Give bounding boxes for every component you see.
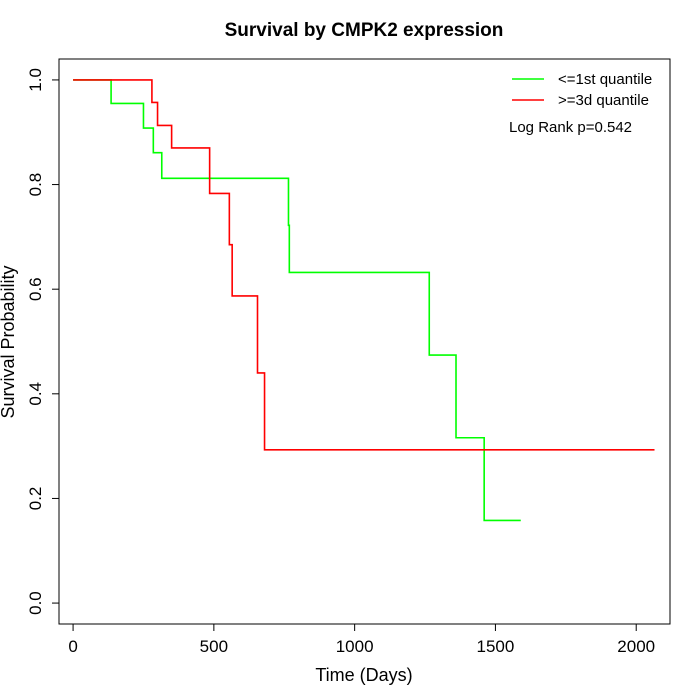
y-tick-label: 0.6 (26, 277, 45, 301)
series-line-1 (73, 79, 655, 451)
y-tick-label: 0.2 (26, 487, 45, 511)
y-tick-label: 0.0 (26, 591, 45, 615)
y-tick-label: 0.8 (26, 173, 45, 197)
series-layer (73, 79, 655, 522)
legend-label-series-0: <=1st quantile (558, 71, 652, 88)
y-axis: 0.0 0.2 0.4 0.6 0.8 1.0 (26, 68, 59, 615)
x-tick-label: 2000 (617, 637, 655, 656)
x-tick-label: 1000 (336, 637, 374, 656)
legend: <=1st quantile >=3d quantile (512, 71, 652, 109)
legend-label-series-1: >=3d quantile (558, 92, 649, 109)
series-line-0 (73, 79, 521, 522)
y-tick-label: 1.0 (26, 68, 45, 92)
x-axis: 0 500 1000 1500 2000 (68, 624, 655, 656)
x-tick-label: 500 (200, 637, 228, 656)
y-axis-label: Survival Probability (0, 265, 18, 418)
x-axis-label: Time (Days) (315, 665, 412, 685)
chart-title: Survival by CMPK2 expression (225, 20, 504, 41)
y-tick-label: 0.4 (26, 382, 45, 406)
log-rank-annotation: Log Rank p=0.542 (509, 119, 632, 136)
x-tick-label: 1500 (477, 637, 515, 656)
plot-frame (58, 58, 671, 625)
x-tick-label: 0 (68, 637, 77, 656)
